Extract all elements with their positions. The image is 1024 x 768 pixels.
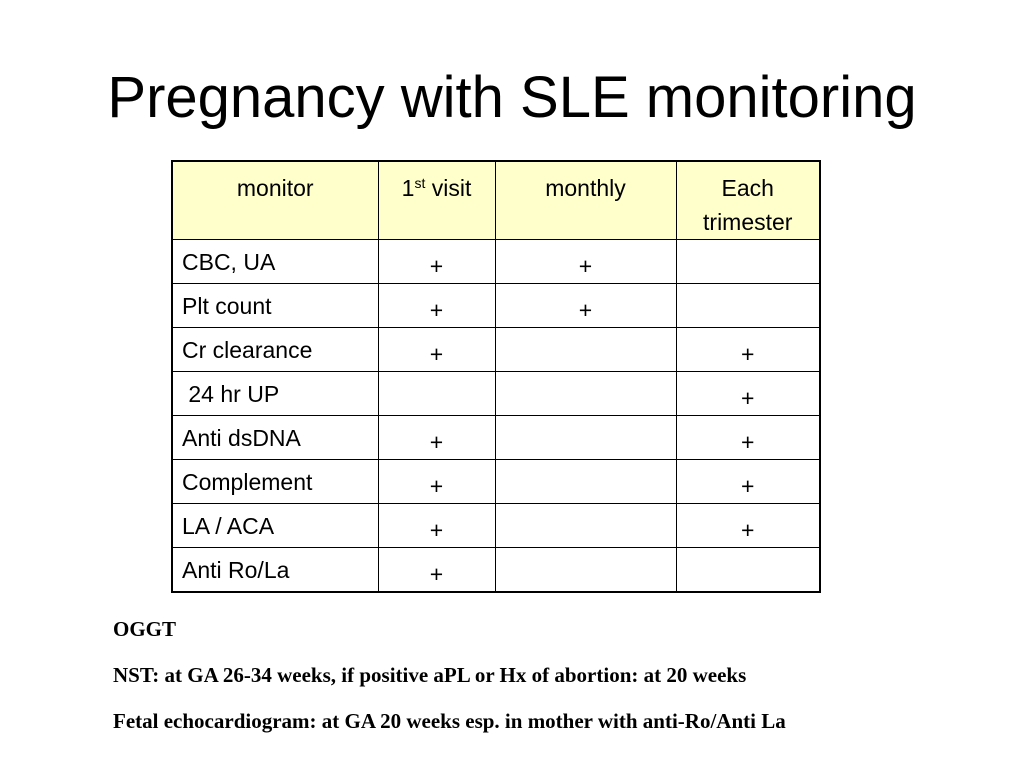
- monthly-cell: [494, 415, 677, 460]
- first-visit-cell: +: [377, 239, 496, 284]
- header-first-visit: 1st visit: [377, 160, 496, 240]
- note-fetal-echo: Fetal echocardiogram: at GA 20 weeks esp…: [113, 709, 786, 733]
- row-label: CBC, UA: [171, 239, 379, 284]
- header-first-visit-superscript: st: [414, 175, 426, 191]
- first-visit-cell: +: [377, 327, 496, 372]
- header-monthly: monthly: [494, 160, 677, 240]
- header-first-visit-word: visit: [425, 175, 472, 201]
- header-trimester-word: trimester: [703, 209, 793, 235]
- trimester-cell: +: [675, 371, 821, 416]
- header-each-trimester: Each trimester: [675, 160, 821, 240]
- table-row: Anti dsDNA + +: [171, 415, 821, 460]
- note-nst: NST: at GA 26-34 weeks, if positive aPL …: [113, 663, 747, 687]
- trimester-cell: [675, 547, 821, 592]
- trimester-cell: +: [675, 327, 821, 372]
- monthly-cell: [494, 547, 677, 592]
- monthly-cell: [494, 371, 677, 416]
- trimester-cell: [675, 239, 821, 284]
- slide-title: Pregnancy with SLE monitoring: [107, 65, 917, 130]
- note-oggt: OGGT: [113, 617, 177, 641]
- header-each-word: Each: [721, 175, 774, 201]
- row-label: Anti dsDNA: [171, 415, 379, 460]
- first-visit-cell: +: [377, 547, 496, 592]
- first-visit-cell: [377, 371, 496, 416]
- row-label: Plt count: [171, 283, 379, 328]
- monthly-cell: +: [494, 283, 677, 328]
- table-row: CBC, UA + +: [171, 239, 821, 284]
- row-label: Cr clearance: [171, 327, 379, 372]
- table-row: Plt count + +: [171, 283, 821, 328]
- monthly-cell: [494, 327, 677, 372]
- first-visit-cell: +: [377, 415, 496, 460]
- table-row: LA / ACA + +: [171, 503, 821, 548]
- header-monitor: monitor: [171, 160, 379, 240]
- monthly-cell: +: [494, 239, 677, 284]
- notes-block: OGGT NST: at GA 26-34 weeks, if positive…: [113, 612, 786, 750]
- table-row: Cr clearance + +: [171, 327, 821, 372]
- monthly-cell: [494, 503, 677, 548]
- trimester-cell: +: [675, 503, 821, 548]
- row-label: 24 hr UP: [171, 371, 379, 416]
- trimester-cell: +: [675, 459, 821, 504]
- table-row: Complement + +: [171, 459, 821, 504]
- row-label: Complement: [171, 459, 379, 504]
- first-visit-cell: +: [377, 503, 496, 548]
- table-row: 24 hr UP +: [171, 371, 821, 416]
- first-visit-cell: +: [377, 283, 496, 328]
- row-label: LA / ACA: [171, 503, 379, 548]
- trimester-cell: [675, 283, 821, 328]
- first-visit-cell: +: [377, 459, 496, 504]
- monthly-cell: [494, 459, 677, 504]
- monitoring-table: monitor 1st visit monthly Each trimester …: [171, 160, 821, 593]
- trimester-cell: +: [675, 415, 821, 460]
- row-label: Anti Ro/La: [171, 547, 379, 592]
- table-row: Anti Ro/La +: [171, 547, 821, 592]
- table-header-row: monitor 1st visit monthly Each trimester: [171, 160, 821, 240]
- header-first-visit-number: 1: [401, 175, 415, 201]
